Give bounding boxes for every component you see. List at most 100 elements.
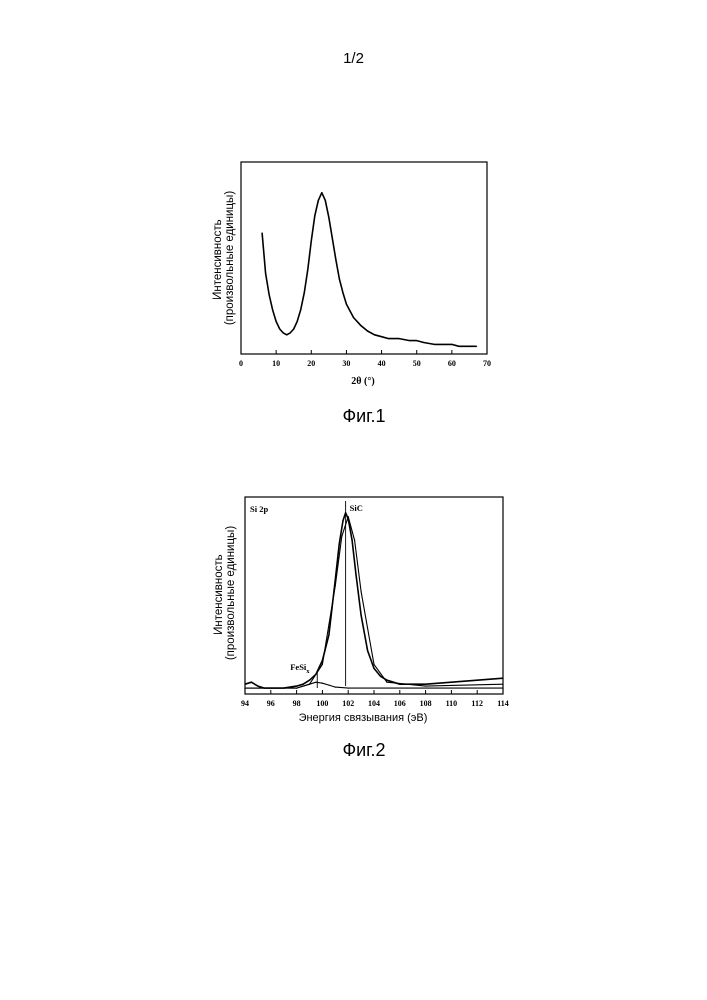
data-point — [425, 683, 427, 685]
data-point — [373, 334, 376, 336]
data-point — [409, 340, 411, 342]
data-point — [334, 585, 336, 587]
data-point — [338, 278, 340, 280]
data-point — [261, 232, 263, 234]
data-point — [293, 328, 295, 330]
figure-1-chart: 0 10 20 30 40 50 60 70 2θ (°) Интенсивность (пр… — [212, 161, 491, 426]
fig2-x-ticks: 94 96 98 100 102 104 106 108 110 112 114 — [241, 690, 509, 708]
x-tick-label: 106 — [394, 699, 406, 708]
data-point — [425, 685, 427, 687]
x-tick-label: 0 — [239, 359, 243, 368]
data-point — [341, 535, 343, 537]
data-point — [345, 303, 347, 305]
data-point — [328, 684, 330, 686]
data-point — [355, 573, 357, 575]
data-point — [347, 516, 349, 518]
x-tick-label: 112 — [471, 699, 483, 708]
fig2-x-axis-title: Энергия связывания (эВ) — [299, 712, 428, 724]
data-point — [386, 681, 388, 683]
data-point — [475, 345, 478, 347]
data-point — [379, 675, 382, 677]
data-point — [321, 192, 323, 194]
data-point — [444, 343, 446, 345]
series-line-0 — [261, 191, 477, 348]
data-point — [352, 316, 355, 319]
data-point — [416, 340, 418, 342]
page-number: 1/2 — [343, 50, 364, 67]
data-point — [317, 199, 319, 201]
data-point — [451, 343, 453, 345]
data-point — [279, 328, 281, 330]
fig2-caption: Фиг.2 — [342, 740, 385, 760]
fig2-y-axis-title-line1: Интенсивность — [213, 554, 225, 635]
fig1-series — [261, 191, 478, 348]
data-point — [315, 681, 317, 683]
data-point — [244, 683, 246, 685]
data-point — [257, 685, 259, 687]
x-tick-label: 10 — [272, 359, 280, 368]
data-point — [321, 663, 323, 665]
data-point — [289, 332, 291, 334]
data-point — [502, 677, 504, 679]
data-point — [244, 687, 246, 689]
data-point — [423, 341, 425, 344]
x-tick-label: 98 — [293, 699, 301, 708]
data-point — [476, 679, 478, 681]
data-point — [342, 292, 344, 294]
data-point — [342, 520, 344, 522]
data-point — [433, 343, 435, 345]
data-point — [366, 330, 369, 332]
fesi-subscript: x — [306, 668, 310, 675]
fig2-panel-label: Si 2p — [250, 504, 268, 514]
data-point — [282, 332, 284, 334]
fig2-annotations: SiC FeSix — [290, 501, 363, 688]
data-point — [308, 683, 311, 685]
data-point — [300, 309, 302, 311]
x-tick-label: 94 — [241, 699, 249, 708]
data-point — [310, 240, 312, 242]
fig2-y-axis-title: Интенсивность (произвольные единицы) — [213, 526, 237, 660]
data-point — [328, 217, 330, 219]
fig1-caption: Фиг.1 — [342, 406, 385, 426]
x-tick-label: 60 — [448, 359, 456, 368]
data-point — [307, 268, 309, 271]
fig1-x-ticks: 0 10 20 30 40 50 60 70 — [239, 350, 491, 368]
fig1-x-axis-title: 2θ (°) — [351, 376, 374, 387]
data-point — [398, 338, 400, 340]
x-tick-label: 96 — [267, 699, 275, 708]
data-point — [373, 663, 375, 665]
data-point — [331, 238, 333, 240]
x-tick-label: 102 — [342, 699, 354, 708]
x-tick-label: 20 — [307, 359, 315, 368]
data-point — [347, 687, 349, 689]
data-point — [334, 686, 336, 688]
x-tick-label: 100 — [316, 699, 328, 708]
x-tick-label: 70 — [483, 359, 491, 368]
data-point — [359, 324, 362, 326]
data-point — [351, 539, 353, 541]
data-point — [303, 292, 305, 294]
data-point — [502, 683, 504, 685]
data-point — [386, 679, 388, 681]
x-tick-label: 30 — [342, 359, 350, 368]
data-point — [250, 681, 252, 683]
series-line-1 — [245, 516, 504, 689]
fig1-y-axis-title: Интенсивность (произвольные единицы) — [212, 191, 236, 325]
data-point — [367, 650, 369, 652]
fesi-label: FeSix — [290, 662, 310, 675]
data-point — [328, 634, 330, 636]
data-point — [373, 667, 375, 669]
data-point — [286, 334, 288, 336]
data-point — [388, 338, 390, 340]
x-tick-label: 114 — [497, 699, 509, 708]
fig1-y-axis-title-line2: (произвольные единицы) — [224, 191, 236, 325]
fig1-plot-frame — [240, 161, 488, 355]
figure-2-chart: 94 96 98 100 102 104 106 108 110 112 114 SiCFeSix … — [213, 496, 509, 760]
x-tick-label: 108 — [420, 699, 432, 708]
data-point — [381, 336, 383, 338]
data-point — [321, 682, 323, 684]
x-tick-label: 110 — [446, 699, 458, 708]
fig1-y-axis-title-line1: Интенсивность — [212, 219, 224, 300]
data-point — [335, 259, 337, 261]
fig2-y-axis-title-line2: (произвольные единицы) — [225, 526, 237, 660]
